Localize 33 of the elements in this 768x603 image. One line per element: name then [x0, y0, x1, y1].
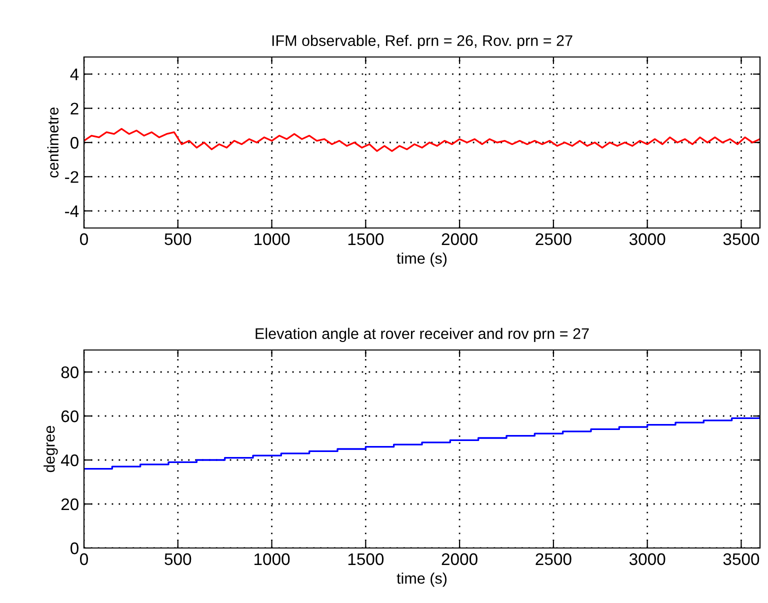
x-tick-label: 500	[164, 553, 192, 566]
y-tick-label: 80	[61, 366, 78, 378]
y-tick-label: 60	[61, 410, 78, 422]
line-series	[84, 128, 760, 152]
y-axis-title: centimetre	[47, 108, 59, 178]
x-tick-label: 2000	[442, 233, 478, 246]
y-tick-label: -4	[65, 205, 79, 217]
x-tick-label: 1000	[254, 233, 290, 246]
x-tick-label: 3000	[629, 553, 666, 566]
y-axis-title: degree	[44, 426, 58, 472]
x-tick-label: 2000	[442, 553, 478, 566]
x-tick-label: 0	[80, 233, 88, 246]
y-tick-label: 20	[61, 498, 78, 510]
x-tick-label: 1500	[348, 553, 384, 566]
y-tick-label: 4	[70, 68, 79, 80]
y-tick-label: 40	[60, 454, 78, 466]
chart-title: Elevation angle at rover receiver and rov prn = 27	[256, 328, 589, 342]
y-tick-label: 0	[70, 136, 78, 149]
y-tick-label: -2	[65, 171, 78, 183]
x-tick-label: 0	[80, 553, 88, 566]
y-tick-label: 2	[70, 102, 78, 114]
x-tick-label: 3000	[629, 233, 666, 246]
x-tick-label: 2500	[536, 233, 572, 246]
x-axis-title: time (s)	[396, 252, 447, 267]
x-tick-label: 1500	[348, 233, 384, 246]
x-tick-label: 1000	[254, 553, 290, 566]
x-tick-label: 500	[164, 233, 192, 246]
chart-title: IFM observable, Ref. prn = 26, Rov. prn = 27	[272, 34, 572, 50]
y-tick-label: 0	[70, 542, 78, 554]
x-tick-label: 3500	[723, 553, 760, 566]
x-axis-title: time (s)	[396, 572, 447, 587]
x-tick-label: 3500	[723, 233, 760, 246]
x-tick-label: 2500	[536, 553, 572, 566]
